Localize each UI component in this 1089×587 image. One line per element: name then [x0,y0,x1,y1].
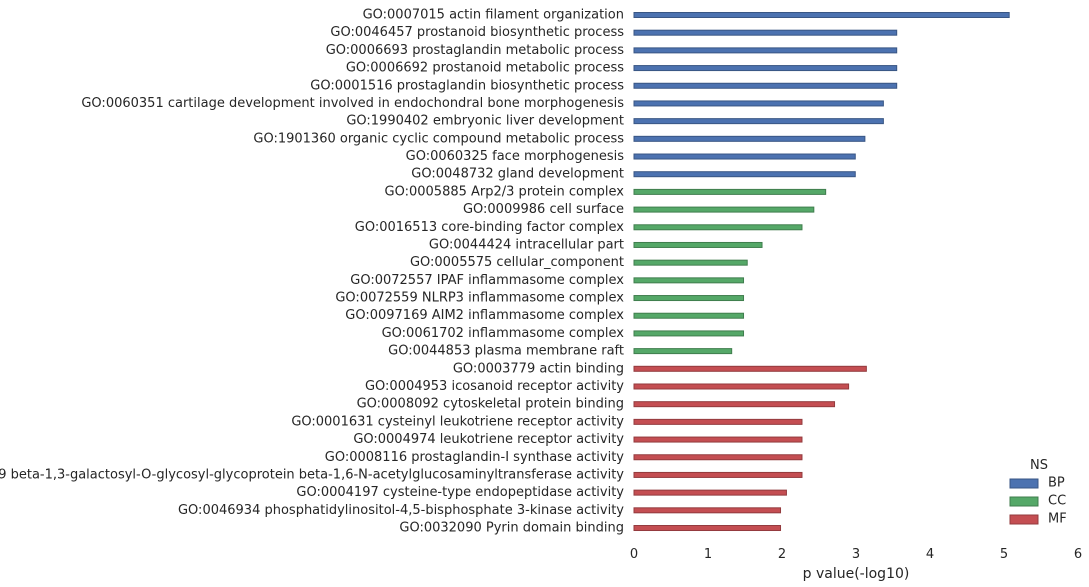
category-label-1: GO:0007015 actin filament organization [363,8,624,23]
bar-24 [633,418,803,425]
bar-26 [633,454,803,461]
category-label-24: GO:0001631 cysteinyl leukotriene recepto… [291,414,624,429]
category-label-25: GO:0004974 leukotriene receptor activity [353,432,624,447]
bar-21 [633,365,867,372]
category-label-19: GO:0061702 inflammasome complex [382,326,625,341]
category-label-28: GO:0004197 cysteine-type endopeptidase a… [296,485,624,500]
category-label-22: GO:0004953 icosanoid receptor activity [365,379,624,394]
bar-22 [633,383,850,390]
bars-layer [633,12,1010,532]
category-label-30: GO:0032090 Pyrin domain binding [399,521,624,536]
bar-13 [633,224,803,231]
bar-8 [633,135,866,142]
category-label-9: GO:0060325 face morphogenesis [406,149,625,164]
category-label-17: GO:0072559 NLRP3 inflammasome complex [335,291,624,306]
bar-17 [633,295,745,302]
x-axis-ticks: 0 1 2 3 4 5 6 [630,547,1082,562]
category-label-8: GO:1901360 organic cyclic compound metab… [253,131,624,146]
bar-14 [633,241,763,248]
bar-9 [633,153,856,160]
bar-27 [633,471,803,478]
category-label-16: GO:0072557 IPAF inflammasome complex [350,273,624,288]
legend-swatch-mf [1009,514,1039,525]
x-axis-label: p value(-log10) [803,566,910,582]
category-label-14: GO:0044424 intracellular part [429,237,624,252]
x-tick-0: 0 [630,547,638,562]
x-tick-6: 6 [1074,547,1082,562]
category-label-6: GO:0060351 cartilage development involve… [81,96,624,111]
category-label-26: GO:0008116 prostaglandin-I synthase acti… [325,450,625,465]
category-label-2: GO:0046457 prostanoid biosynthetic proce… [330,25,624,40]
bar-29 [633,507,782,514]
legend-swatch-cc [1009,496,1039,507]
x-tick-2: 2 [778,547,786,562]
x-tick-5: 5 [1000,547,1008,562]
legend-label-bp: BP [1048,476,1065,491]
category-label-13: GO:0016513 core-binding factor complex [355,220,625,235]
bar-5 [633,82,898,89]
category-label-7: GO:1990402 embryonic liver development [346,114,624,129]
legend-title: NS [1030,458,1048,473]
bar-23 [633,401,836,408]
legend-swatch-bp [1009,478,1039,489]
x-tick-4: 4 [926,547,934,562]
bar-15 [633,259,748,266]
category-label-20: GO:0044853 plasma membrane raft [388,344,624,359]
bar-11 [633,188,827,195]
category-label-10: GO:0048732 gland development [411,167,624,182]
x-tick-1: 1 [704,547,712,562]
bar-25 [633,436,803,443]
bar-18 [633,312,745,319]
bar-2 [633,29,898,36]
bar-28 [633,489,787,496]
legend-label-cc: CC [1048,494,1066,509]
x-tick-3: 3 [852,547,860,562]
category-label-18: GO:0097169 AIM2 inflammasome complex [345,308,624,323]
bar-19 [633,330,745,337]
bar-30 [633,525,782,532]
category-label-11: GO:0005885 Arp2/3 protein complex [385,184,625,199]
bar-10 [633,171,856,178]
bar-20 [633,348,733,355]
bar-16 [633,277,745,284]
category-label-4: GO:0006692 prostanoid metabolic process [346,61,624,76]
bar-6 [633,100,884,107]
legend-label-mf: MF [1048,512,1067,527]
category-label-21: GO:0003779 actin binding [453,361,624,376]
category-label-29: GO:0046934 phosphatidylinositol-4,5-bisp… [178,503,624,518]
bar-7 [633,118,884,125]
category-label-12: GO:0009986 cell surface [463,202,624,217]
category-label-3: GO:0006693 prostaglandin metabolic proce… [326,43,625,58]
category-labels: GO:0007015 actin filament organization GO… [0,8,624,536]
bar-3 [633,47,898,54]
bar-1 [633,12,1010,18]
category-label-5: GO:0001516 prostaglandin biosynthetic pr… [310,78,624,93]
bar-4 [633,65,898,72]
legend: NS BP CC MF [1009,458,1067,527]
category-label-15: GO:0005575 cellular_component [410,255,624,270]
category-label-27: GO:0003829 beta-1,3-galactosyl-O-glycosy… [0,467,624,482]
category-label-23: GO:0008092 cytoskeletal protein binding [357,397,624,412]
bar-12 [633,206,815,213]
